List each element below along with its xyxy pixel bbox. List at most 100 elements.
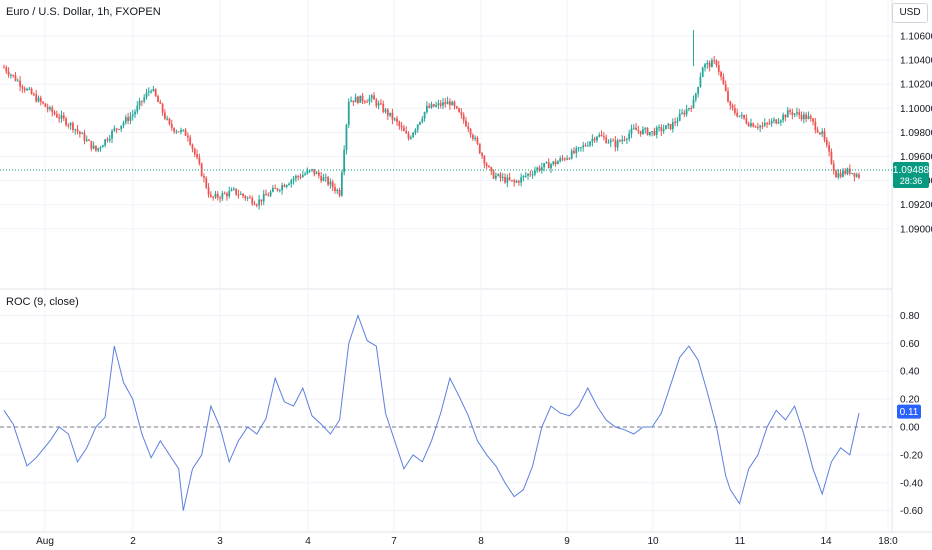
price-tick-label: 1.09800 <box>900 128 932 139</box>
candle-body <box>490 167 493 172</box>
candle-body <box>458 108 460 113</box>
candle-body <box>189 137 192 145</box>
candle-body <box>540 167 543 171</box>
candle-body <box>522 175 525 178</box>
candle-body <box>789 110 791 113</box>
time-tick-label: 7 <box>391 536 397 547</box>
price-tick-label: 1.10600 <box>900 32 932 43</box>
candle-body <box>465 120 467 127</box>
candle-body <box>655 127 658 135</box>
candle-body <box>437 103 440 105</box>
candle-body <box>630 128 633 134</box>
candle-body <box>855 174 858 177</box>
candle-body <box>3 67 5 69</box>
roc-tick-label: 0.40 <box>900 367 920 378</box>
candle-body <box>393 118 396 120</box>
candle-body <box>58 117 61 119</box>
candle-body <box>591 138 594 142</box>
candle-body <box>853 172 856 177</box>
time-tick-label: 4 <box>305 536 311 547</box>
price-candles[interactable] <box>0 29 892 210</box>
candle-body <box>531 174 534 176</box>
candle-body <box>400 125 403 128</box>
candle-body <box>42 101 44 104</box>
candle-body <box>101 145 104 148</box>
price-tick-label: 1.10000 <box>900 104 932 115</box>
roc-tick-label: 0.80 <box>900 311 920 322</box>
roc-series[interactable] <box>0 313 892 511</box>
candle-body <box>430 104 433 108</box>
candle-body <box>313 169 316 175</box>
candle-body <box>752 123 755 127</box>
candle-body <box>419 121 421 125</box>
candle-body <box>403 127 405 132</box>
candle-body <box>92 145 95 149</box>
candle-body <box>315 172 318 175</box>
candle-body <box>281 185 284 191</box>
candle-body <box>736 112 739 117</box>
candle-body <box>99 147 102 149</box>
candle-body <box>76 129 79 132</box>
candle-body <box>141 100 143 102</box>
currency-button[interactable]: USD <box>892 3 928 23</box>
candle-body <box>570 150 573 159</box>
candle-body <box>501 176 504 178</box>
candle-body <box>474 137 477 139</box>
candle-body <box>750 123 752 127</box>
candle-body <box>69 123 72 126</box>
candle-body <box>262 193 265 202</box>
candle-body <box>251 197 254 204</box>
candle-body <box>290 180 293 184</box>
candle-body <box>724 84 727 92</box>
candle-body <box>547 162 550 169</box>
candle-body <box>504 176 506 183</box>
candle-body <box>317 172 320 176</box>
candle-body <box>235 188 238 195</box>
candle-body <box>683 112 686 115</box>
candle-body <box>115 128 118 130</box>
candle-body <box>249 197 251 199</box>
candle-body <box>170 123 173 129</box>
candle-body <box>152 89 155 92</box>
candle-body <box>832 163 835 171</box>
candle-body <box>844 170 847 174</box>
candle-body <box>389 112 392 116</box>
candle-body <box>453 101 456 107</box>
candle-body <box>14 75 17 81</box>
candle-body <box>800 115 803 120</box>
candle-body <box>46 106 49 110</box>
candle-body <box>619 140 621 142</box>
candle-body <box>515 181 518 183</box>
candle-body <box>163 112 166 119</box>
candle-body <box>184 129 187 136</box>
candle-body <box>30 88 33 94</box>
candle-body <box>78 131 81 134</box>
candle-body <box>97 147 100 151</box>
candle-body <box>276 188 279 191</box>
candle-body <box>5 67 8 72</box>
candle-body <box>701 67 704 78</box>
candle-body <box>44 103 47 107</box>
roc-current-value: 0.11 <box>900 407 919 418</box>
candle-body <box>467 126 470 130</box>
last-price-value: 1.09488 <box>893 165 930 176</box>
candle-body <box>338 189 341 196</box>
candle-body <box>651 130 654 133</box>
candle-body <box>552 161 555 165</box>
candle-body <box>773 119 775 121</box>
candle-body <box>543 163 546 168</box>
candle-body <box>481 153 483 157</box>
candle-body <box>517 181 520 183</box>
candle-body <box>782 114 785 121</box>
candle-body <box>561 158 564 160</box>
candle-body <box>688 108 690 110</box>
candle-body <box>793 113 796 115</box>
candle-body <box>835 170 837 178</box>
candle-body <box>357 96 359 103</box>
candle-body <box>331 181 334 188</box>
candle-body <box>106 139 109 141</box>
candle-body <box>267 195 270 197</box>
candle-body <box>557 161 559 165</box>
candle-body <box>203 176 205 178</box>
